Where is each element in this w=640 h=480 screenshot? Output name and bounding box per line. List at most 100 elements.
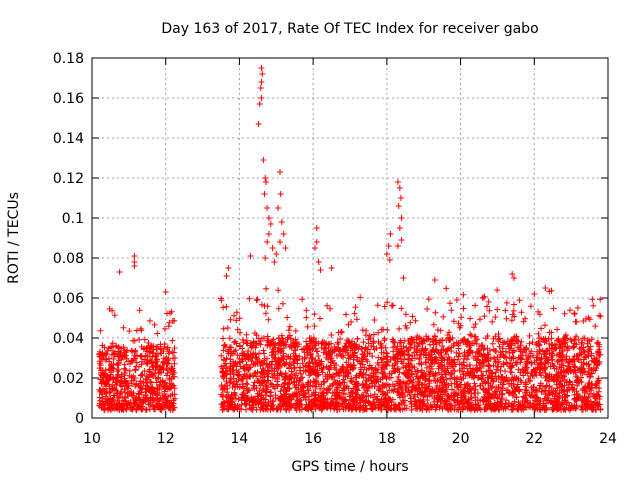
data-point [519,349,526,356]
data-point [275,287,282,294]
data-point [442,371,449,377]
data-point [350,396,357,403]
data-point [266,368,272,375]
data-point [540,403,547,410]
data-point [306,359,313,366]
data-point [548,398,555,405]
data-point [458,314,465,321]
data-point [116,393,123,400]
data-point [395,389,401,396]
data-point [522,362,529,368]
data-point [329,348,336,355]
data-point [264,342,271,349]
data-point [425,296,432,303]
data-point [583,353,589,360]
data-point [480,385,486,392]
data-point [380,398,387,405]
data-point [368,364,375,371]
data-point [465,388,472,395]
data-point [162,289,169,295]
data-point [286,393,293,400]
data-point [301,356,308,362]
data-point [166,310,173,317]
data-point [587,373,594,380]
data-point [544,347,551,354]
data-point [527,373,534,380]
data-point [315,371,322,378]
data-point [247,373,254,380]
data-point [453,339,460,346]
data-point [261,191,268,197]
data-point [411,339,418,346]
data-point [318,340,325,347]
data-point [171,355,178,361]
data-point [594,340,601,347]
data-point [294,343,301,350]
data-point [588,370,595,377]
data-point [137,372,144,379]
data-point [220,369,227,375]
data-point [427,341,433,348]
data-point [450,363,457,370]
data-point [137,402,144,409]
data-point [161,325,168,332]
data-point [405,351,412,358]
data-point [133,407,140,413]
data-point [471,380,478,387]
data-point [427,369,434,376]
data-point [450,367,456,374]
data-point [502,368,508,375]
data-point [416,386,423,393]
data-point [291,375,298,381]
data-point [402,371,409,378]
data-point [588,350,595,357]
data-point [401,397,408,404]
data-point [164,367,171,374]
data-point [136,336,143,343]
data-point [321,379,328,386]
data-point [495,338,502,345]
data-point [556,389,563,396]
data-point [271,385,278,392]
data-point [257,404,264,411]
data-point [313,225,320,231]
data-point [226,379,233,386]
data-point [323,341,330,348]
data-point [460,291,467,298]
data-point [470,374,477,381]
data-point [142,392,149,399]
data-point [513,383,520,390]
data-point [293,407,300,413]
data-point [518,338,525,345]
data-point [164,397,171,404]
data-point [223,378,230,385]
data-point [569,356,576,363]
data-point [448,371,455,378]
data-point [431,348,438,355]
data-point [353,341,360,348]
data-point [585,348,592,355]
data-point [101,370,108,377]
data-point [449,359,456,366]
data-point [526,332,533,339]
data-point [443,386,450,393]
data-point [277,191,284,197]
chart-title: Day 163 of 2017, Rate Of TEC Index for r… [161,21,538,37]
data-point [445,382,452,389]
data-point [171,391,178,398]
data-point [455,353,462,360]
data-point [318,389,325,396]
data-point [414,343,421,350]
data-point [465,396,472,403]
data-point [360,374,367,381]
data-point [151,370,157,377]
data-point [379,374,386,381]
data-point [476,359,483,366]
data-point [362,398,369,405]
x-tick-label: 22 [525,431,543,447]
data-point [337,336,344,343]
data-point [397,379,404,386]
data-point [278,383,285,390]
data-point [245,387,252,394]
data-point [385,243,392,249]
